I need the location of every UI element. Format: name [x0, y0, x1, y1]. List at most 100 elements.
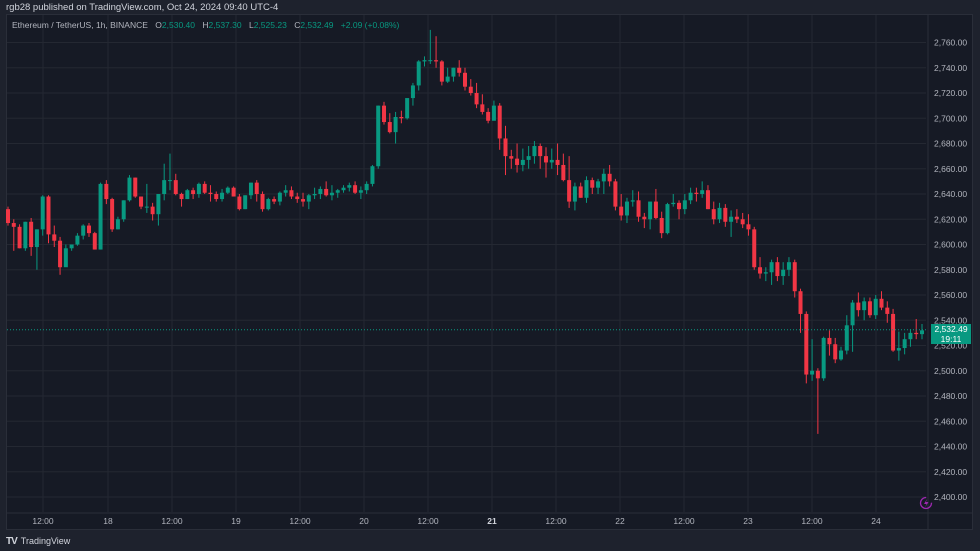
candle-body — [399, 116, 404, 119]
candle-body — [364, 183, 369, 191]
candle-body — [879, 298, 884, 308]
candle-body — [700, 190, 705, 194]
y-axis-label: 2,440.00 — [934, 442, 967, 452]
last-price: 2,532.49 — [934, 324, 968, 334]
low-label: L — [248, 20, 254, 30]
candle-body — [821, 337, 826, 379]
candle-body — [393, 116, 398, 133]
x-axis-label: 12:00 — [32, 516, 54, 526]
candle-body — [798, 291, 803, 314]
candle-body — [786, 262, 791, 270]
candle-body — [885, 307, 890, 314]
y-axis-label: 2,760.00 — [934, 38, 967, 48]
candle-body — [503, 138, 508, 157]
candle-body — [526, 156, 531, 160]
candle-body — [463, 72, 467, 87]
y-axis-label: 2,560.00 — [934, 290, 967, 300]
candle-body — [723, 207, 728, 222]
x-axis-label: 18 — [103, 516, 113, 526]
candle-body — [208, 192, 213, 194]
candle-body — [688, 192, 693, 201]
candle-body — [17, 226, 22, 249]
candles — [6, 29, 924, 434]
publish-bar: rgb28 published on TradingView.com, Oct … — [0, 0, 980, 14]
candle-body — [237, 196, 242, 210]
candle-body — [815, 370, 820, 379]
candle-body — [694, 192, 699, 194]
close-label: C — [294, 20, 301, 30]
candle-body — [578, 186, 583, 198]
candle-body — [619, 206, 624, 216]
candle-body — [827, 337, 832, 345]
candle-body — [520, 159, 525, 165]
candle-body — [173, 180, 178, 194]
bar-countdown: 19:11 — [940, 334, 962, 344]
candle-body — [891, 313, 896, 351]
candle-body — [306, 195, 311, 202]
candle-body — [104, 183, 109, 200]
candle-body — [630, 200, 635, 202]
candle-body — [804, 313, 809, 375]
candle-body — [428, 60, 433, 62]
footer-branding[interactable]: TV TradingView — [6, 534, 70, 548]
x-axis-label: 24 — [871, 516, 881, 526]
candle-body — [920, 330, 924, 335]
candle-body — [856, 302, 861, 311]
candle-body — [335, 190, 340, 193]
y-axis-label: 2,400.00 — [934, 492, 967, 502]
candle-body — [254, 182, 259, 194]
candle-body — [468, 86, 473, 93]
candle-body — [11, 223, 16, 227]
candle-body — [781, 269, 786, 277]
candle-body — [607, 173, 612, 182]
candle-body — [908, 332, 913, 340]
last-price-tag: 2,532.49 19:11 — [931, 324, 971, 344]
y-axis-label: 2,720.00 — [934, 88, 967, 98]
candle-body — [248, 182, 253, 196]
candle-body — [555, 159, 560, 165]
candle-body — [850, 302, 855, 326]
candle-body — [457, 67, 462, 73]
candle-body — [156, 194, 161, 215]
candle-body — [416, 61, 421, 86]
candle-body — [486, 111, 491, 121]
candle-body — [29, 221, 34, 248]
candle-body — [711, 209, 716, 220]
candle-body — [451, 67, 456, 77]
candle-body — [636, 200, 641, 217]
candle-body — [839, 350, 844, 360]
candle-body — [341, 187, 346, 191]
candle-body — [792, 262, 797, 292]
candle-body — [613, 181, 618, 207]
low-value: 2,525.23 — [253, 20, 287, 30]
candle-body — [543, 156, 548, 163]
x-axis-label: 12:00 — [545, 516, 567, 526]
y-axis-label: 2,680.00 — [934, 139, 967, 149]
candle-body — [98, 183, 103, 250]
x-axis-label: 12:00 — [417, 516, 439, 526]
candle-body — [867, 301, 872, 316]
y-axis-label: 2,460.00 — [934, 416, 967, 426]
tradingview-brand: TradingView — [20, 536, 71, 546]
candle-body — [191, 190, 196, 194]
x-axis-label: 22 — [615, 516, 625, 526]
candle-body — [81, 225, 86, 236]
candle-body — [133, 177, 138, 197]
candle-body — [260, 194, 265, 210]
candle-body — [746, 224, 751, 230]
candle-body — [833, 344, 838, 360]
x-axis-label: 12:00 — [289, 516, 311, 526]
candle-body — [624, 201, 629, 216]
candle-body — [509, 156, 514, 159]
y-axis-label: 2,740.00 — [934, 63, 967, 73]
candle-body — [648, 201, 653, 220]
candle-body — [584, 180, 589, 198]
candle-body — [532, 146, 537, 157]
candle-body — [110, 199, 115, 230]
candle-body — [422, 60, 427, 62]
lightning-icon[interactable] — [919, 496, 933, 510]
candle-body — [202, 183, 207, 193]
candle-body — [358, 190, 363, 193]
candle-body — [734, 216, 739, 220]
